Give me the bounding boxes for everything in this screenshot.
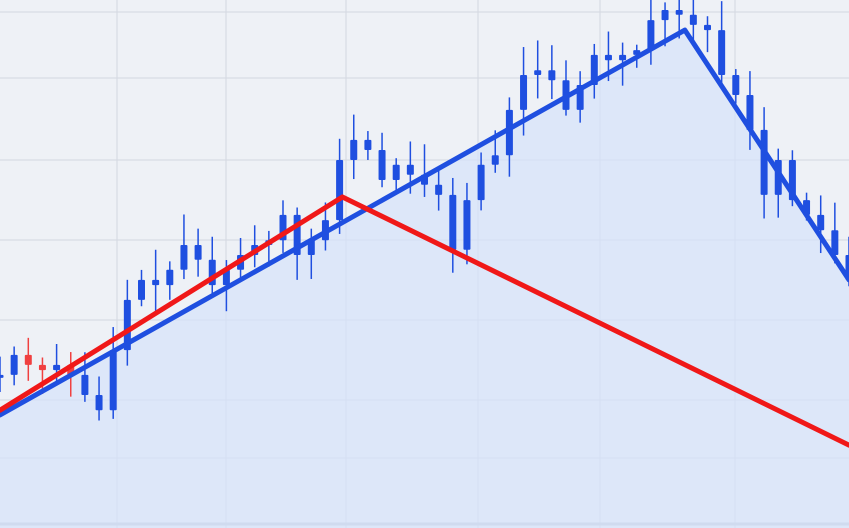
candle-body: [0, 374, 4, 378]
candle-body: [520, 74, 528, 110]
candle-body: [222, 269, 230, 286]
candle-body: [180, 244, 188, 270]
candle-body: [378, 149, 386, 181]
candle-body: [10, 354, 18, 375]
candle-body: [449, 194, 457, 250]
candle-body: [746, 95, 754, 130]
candle-body: [95, 394, 103, 411]
candle-body: [604, 54, 612, 61]
candle-body: [689, 14, 697, 25]
candle-body: [194, 244, 202, 260]
candle-body: [675, 10, 683, 15]
candle-body: [166, 269, 174, 286]
candle-body: [53, 364, 61, 371]
candle-body: [534, 70, 542, 75]
candle-body: [336, 159, 344, 221]
candle-body: [463, 200, 471, 250]
candle-body: [364, 139, 372, 150]
candle-body: [548, 70, 556, 81]
candle-body: [123, 299, 131, 351]
candle-body: [647, 20, 655, 51]
candle-body: [406, 164, 414, 175]
candle-body: [109, 350, 117, 411]
candle-body: [392, 164, 400, 181]
lines: [0, 27, 849, 448]
candle-body: [81, 374, 89, 395]
candle-body: [435, 184, 443, 195]
area-fill: [0, 30, 849, 528]
candle-body: [505, 109, 513, 156]
candle-body: [307, 240, 315, 256]
candle-body: [350, 139, 358, 160]
candles: [0, 0, 849, 421]
candle-body: [760, 129, 768, 195]
area-under-blue-line: [0, 30, 849, 528]
candle-body: [38, 364, 46, 371]
candle-body: [24, 354, 32, 365]
candle-body: [718, 30, 726, 75]
candle-body: [704, 24, 711, 31]
candle-body: [732, 74, 740, 96]
red-trend-line: [0, 194, 849, 448]
blue-trend-line: [0, 27, 849, 418]
candle-body: [619, 54, 627, 61]
candle-body: [831, 230, 839, 256]
candle-body: [477, 164, 485, 201]
candle-body: [138, 279, 145, 300]
candle-body: [491, 155, 499, 165]
candle-body: [152, 279, 160, 286]
candle-body: [661, 10, 669, 21]
candle-body: [817, 214, 825, 231]
